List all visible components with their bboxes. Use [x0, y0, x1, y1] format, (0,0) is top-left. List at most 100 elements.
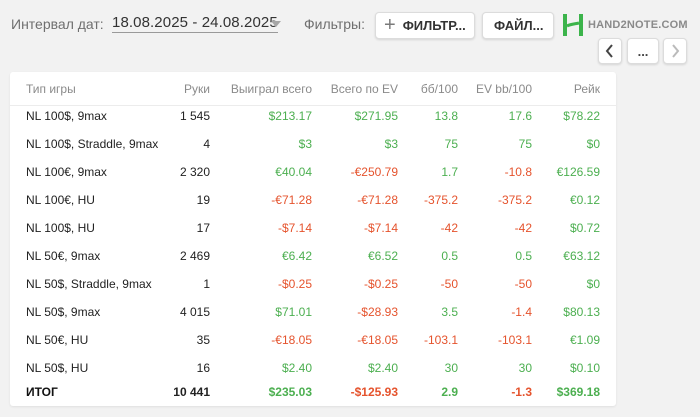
column-header-ev-total[interactable]: Всего по EV: [330, 82, 398, 96]
file-button[interactable]: ФАЙЛ...: [482, 12, 554, 39]
table-row[interactable]: NL 100€, HU 19 -€71.28 -€71.28 -375.2 -375.2 €…: [10, 186, 616, 214]
table-row[interactable]: NL 50$, HU 16 $2.40 $2.40 30 30 $0.10: [10, 354, 616, 382]
column-header-bb100[interactable]: бб/100: [420, 82, 458, 96]
bb100-cell: 1.7: [441, 165, 458, 179]
bb100-cell: 13.8: [434, 109, 458, 123]
won-total-cell: $2.40: [281, 361, 312, 375]
ev-total-cell: -$0.25: [363, 277, 398, 291]
won-total-cell: -$7.14: [277, 221, 312, 235]
table-row[interactable]: NL 100€, 9max 2 320 €40.04 -€250.79 1.7 -10.8…: [10, 158, 616, 186]
game-type-cell: NL 100$, Straddle, 9max: [26, 137, 159, 151]
chevron-right-icon: [672, 44, 680, 58]
ev-bb100-cell: -1.3: [511, 385, 532, 399]
game-type-cell: NL 50$, HU: [26, 361, 89, 375]
bb100-cell: -50: [440, 277, 458, 291]
chevron-left-icon: [605, 44, 613, 58]
table-row[interactable]: NL 50€, 9max 2 469 €6.42 €6.52 0.5 0.5 €63.12: [10, 242, 616, 270]
hand2note-logo-icon: [563, 14, 583, 36]
ev-total-cell: -$28.93: [357, 305, 398, 319]
rake-cell: $0: [586, 277, 600, 291]
ev-bb100-cell: 17.6: [508, 109, 532, 123]
hands-cell: 4: [203, 137, 210, 151]
filters-label: Фильтры:: [304, 16, 365, 32]
rake-cell: $0.10: [569, 361, 600, 375]
won-total-cell: $235.03: [268, 385, 312, 399]
more-button[interactable]: ...: [627, 38, 659, 64]
ev-bb100-cell: -375.2: [497, 193, 532, 207]
toolbar: Интервал дат: 18.08.2025 - 24.08.2025 Фи…: [0, 0, 700, 64]
date-range-select[interactable]: 18.08.2025 - 24.08.2025: [112, 14, 278, 33]
ev-total-cell: -€250.79: [350, 165, 398, 179]
rake-cell: $369.18: [556, 385, 600, 399]
rake-cell: $0: [586, 137, 600, 151]
next-page-button[interactable]: [663, 38, 687, 64]
hands-cell: 17: [196, 221, 210, 235]
file-button-label: ФАЙЛ...: [494, 18, 544, 33]
column-header-rake[interactable]: Рейк: [573, 82, 600, 96]
rake-cell: €1.09: [569, 333, 600, 347]
hands-cell: 35: [196, 333, 210, 347]
ev-bb100-cell: -42: [514, 221, 532, 235]
ev-total-cell: $3: [384, 137, 398, 151]
rake-cell: $80.13: [563, 305, 600, 319]
ev-total-cell: €6.52: [367, 249, 398, 263]
chevron-down-icon[interactable]: [271, 21, 281, 27]
rake-cell: $0.72: [569, 221, 600, 235]
hands-cell: 10 441: [173, 385, 210, 399]
bb100-cell: 2.9: [441, 385, 458, 399]
game-type-cell: NL 50$, Straddle, 9max: [26, 277, 152, 291]
column-header-ev-bb100[interactable]: EV bb/100: [475, 82, 532, 96]
plus-icon: +: [384, 13, 396, 36]
filter-button[interactable]: + ФИЛЬТР...: [375, 12, 475, 39]
won-total-cell: $213.17: [268, 109, 312, 123]
hands-cell: 4 015: [179, 305, 210, 319]
ev-total-cell: -$125.93: [350, 385, 398, 399]
ev-bb100-cell: 30: [518, 361, 532, 375]
won-total-cell: -€18.05: [271, 333, 312, 347]
won-total-cell: €40.04: [275, 165, 312, 179]
rake-cell: €63.12: [563, 249, 600, 263]
hands-cell: 16: [196, 361, 210, 375]
hand2note-logo: HAND2NOTE.COM: [562, 13, 688, 37]
table-row[interactable]: NL 100$, Straddle, 9max 4 $3 $3 75 75 $0: [10, 130, 616, 158]
ev-total-cell: $271.95: [354, 109, 398, 123]
logo-text: HAND2NOTE.COM: [588, 19, 688, 31]
table-total-row[interactable]: ИТОГ 10 441 $235.03 -$125.93 2.9 -1.3 $369.18: [10, 378, 616, 406]
table-row[interactable]: NL 100$, HU 17 -$7.14 -$7.14 -42 -42 $0.72: [10, 214, 616, 242]
ev-total-cell: -€71.28: [357, 193, 398, 207]
bb100-cell: 0.5: [441, 249, 458, 263]
ev-total-cell: $2.40: [367, 361, 398, 375]
table-row[interactable]: NL 100$, 9max 1 545 $213.17 $271.95 13.8 17.6…: [10, 102, 616, 130]
rake-cell: €126.59: [556, 165, 600, 179]
game-type-cell: NL 100€, 9max: [26, 165, 107, 179]
ev-bb100-cell: -10.8: [504, 165, 532, 179]
bb100-cell: -42: [440, 221, 458, 235]
game-type-cell: NL 100€, HU: [26, 193, 95, 207]
game-type-cell: NL 50€, HU: [26, 333, 89, 347]
game-type-cell: NL 50$, 9max: [26, 305, 101, 319]
hands-cell: 19: [196, 193, 210, 207]
rake-cell: €0.12: [569, 193, 600, 207]
won-total-cell: €6.42: [281, 249, 312, 263]
table-row[interactable]: NL 50$, Straddle, 9max 1 -$0.25 -$0.25 -50 -5…: [10, 270, 616, 298]
won-total-cell: $3: [298, 137, 312, 151]
results-panel: Тип игры Руки Выиграл всего Всего по EV …: [10, 72, 616, 406]
column-header-hands[interactable]: Руки: [184, 82, 210, 96]
bb100-cell: -103.1: [423, 333, 458, 347]
filter-button-label: ФИЛЬТР...: [402, 18, 466, 33]
ev-bb100-cell: -50: [514, 277, 532, 291]
bb100-cell: 3.5: [441, 305, 458, 319]
table-row[interactable]: NL 50€, HU 35 -€18.05 -€18.05 -103.1 -103.1 €1…: [10, 326, 616, 354]
previous-page-button[interactable]: [598, 38, 622, 64]
bb100-cell: 30: [444, 361, 458, 375]
won-total-cell: -$0.25: [277, 277, 312, 291]
hands-cell: 2 469: [179, 249, 210, 263]
table-row[interactable]: NL 50$, 9max 4 015 $71.01 -$28.93 3.5 -1.4 $80…: [10, 298, 616, 326]
bb100-cell: -375.2: [423, 193, 458, 207]
ev-bb100-cell: 0.5: [515, 249, 532, 263]
column-header-game-type[interactable]: Тип игры: [26, 82, 76, 96]
column-header-won-total[interactable]: Выиграл всего: [230, 82, 312, 96]
bb100-cell: 75: [444, 137, 458, 151]
date-range-label: Интервал дат:: [11, 16, 104, 32]
game-type-cell: NL 50€, 9max: [26, 249, 101, 263]
